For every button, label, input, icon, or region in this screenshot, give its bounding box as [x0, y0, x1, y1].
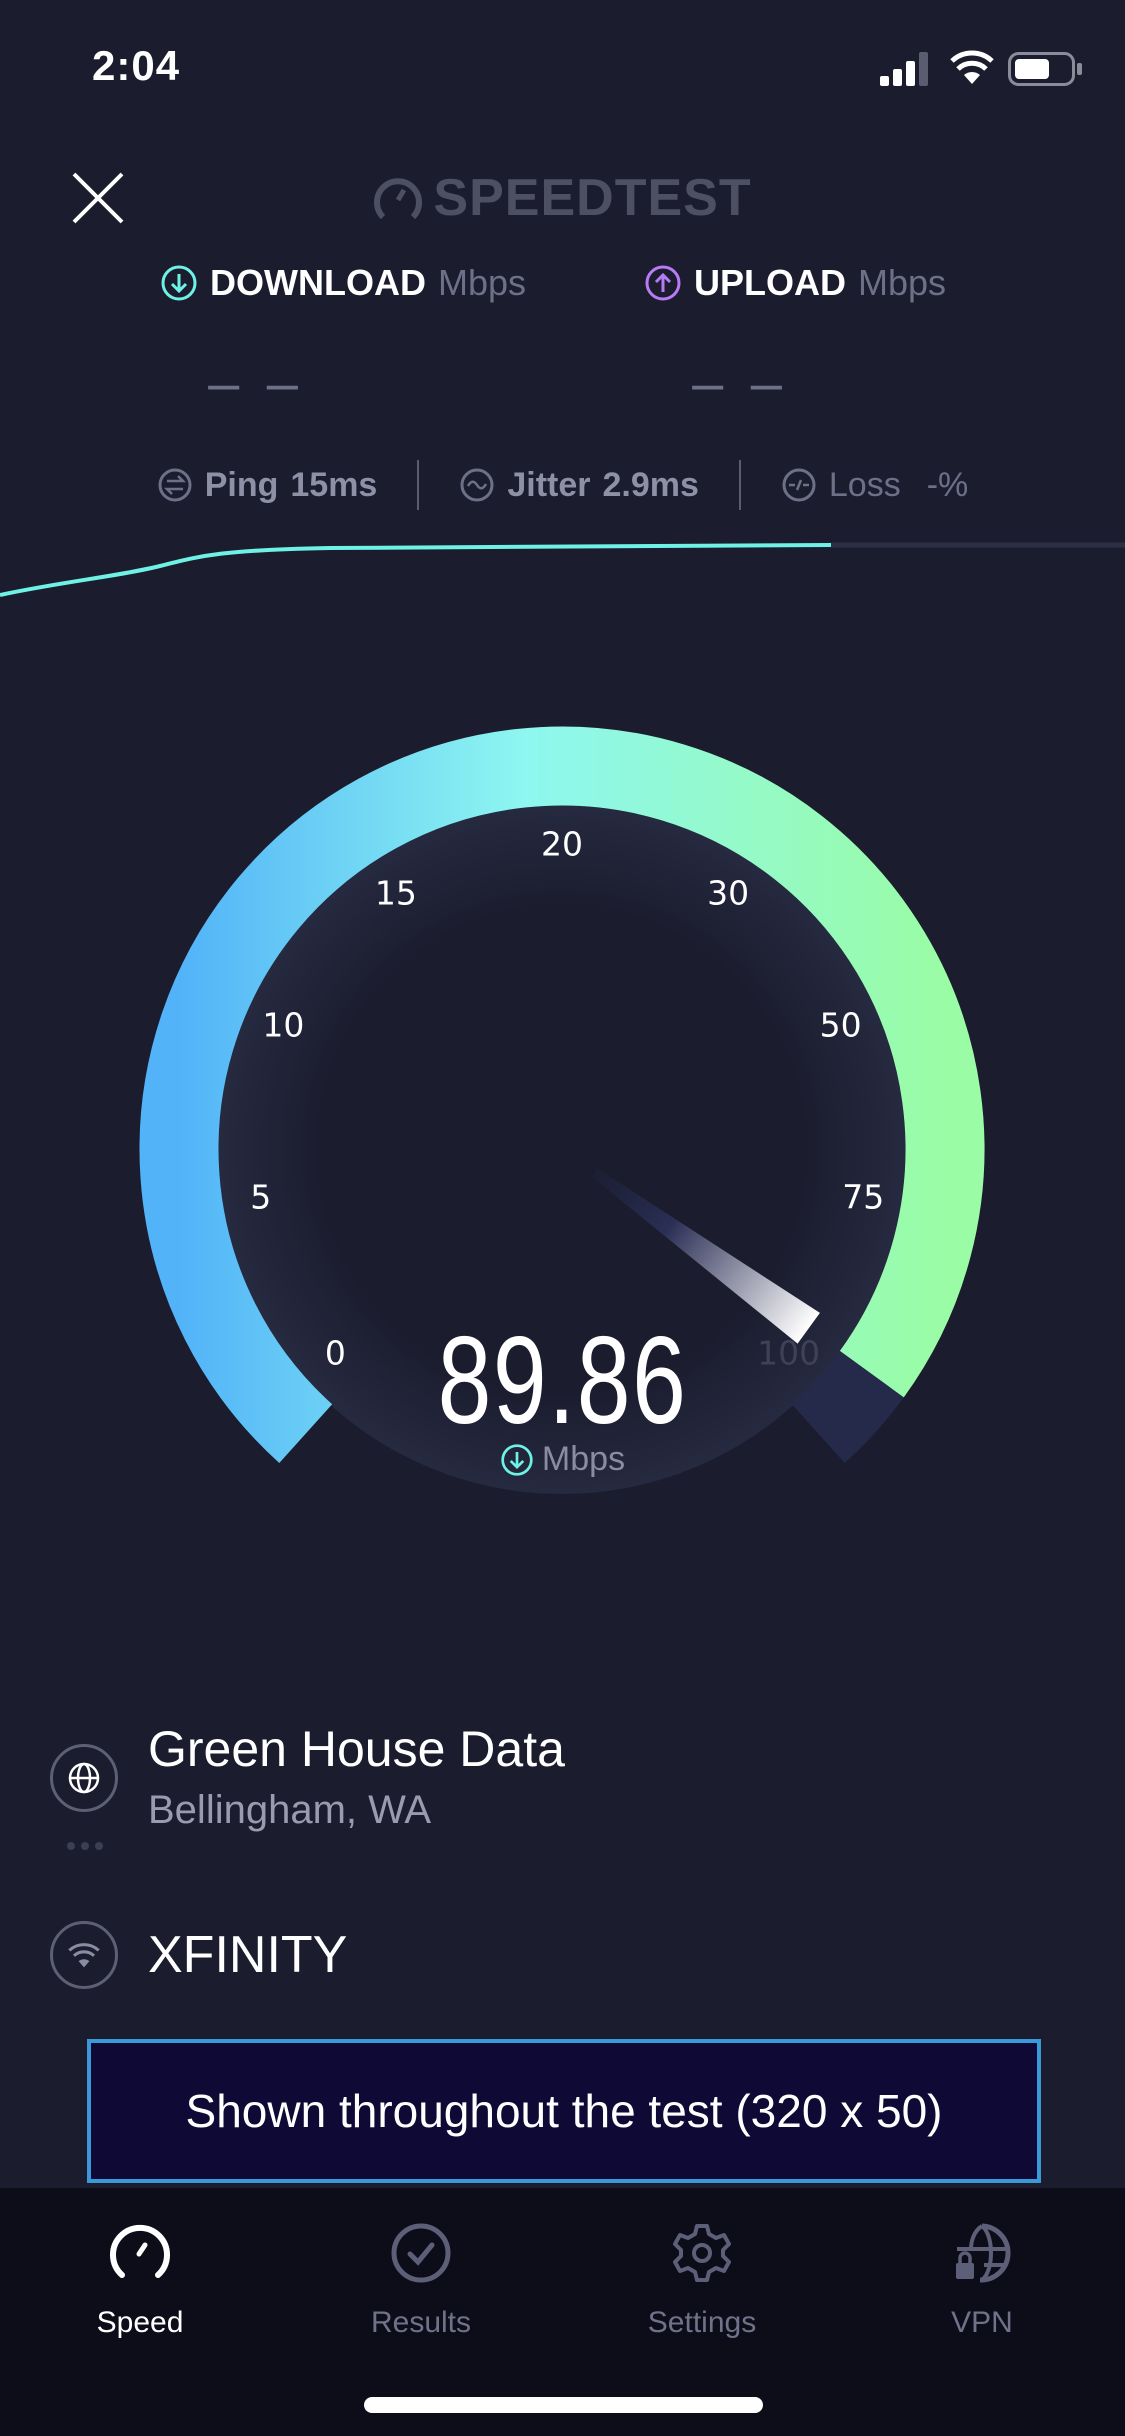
gauge-tick-label: 15	[374, 873, 417, 913]
home-indicator[interactable]	[364, 2397, 763, 2413]
globe-lock-icon	[956, 2223, 1011, 2283]
tab-label: Results	[370, 2306, 472, 2339]
stat-divider	[738, 460, 741, 510]
server-location: Bellingham, WA	[148, 1788, 432, 1832]
tab-results[interactable]: Results	[311, 2218, 531, 2340]
gauge-unit: Mbps	[0, 1440, 1125, 1479]
speedtest-logo: SPEEDTEST	[0, 168, 1125, 228]
tab-label: Speed	[96, 2306, 184, 2339]
tab-settings[interactable]: Settings	[592, 2218, 812, 2340]
gauge-tick-label: 20	[541, 824, 583, 864]
speedometer-logo-icon	[374, 178, 423, 220]
loss-value: -	[926, 465, 939, 504]
speed-graph	[0, 542, 1125, 597]
upload-label: UPLOAD	[694, 262, 846, 303]
battery-icon	[1008, 52, 1082, 86]
gauge-ticks: 0 5 10 15 20 30 50 75 100	[0, 680, 1125, 1580]
gauge-fill	[139, 726, 985, 1463]
tab-label: VPN	[951, 2306, 1013, 2339]
packet-loss-icon	[782, 468, 816, 502]
cellular-signal-icon	[880, 52, 928, 86]
latency-stats: Ping 15ms Jitter 2.9ms Loss -%	[0, 460, 1125, 510]
gauge-inner-ring	[217, 804, 907, 1494]
ad-banner[interactable]: Shown throughout the test (320 x 50)	[87, 2039, 1041, 2183]
gauge-tick-label: 75	[842, 1177, 885, 1217]
speedometer-icon	[110, 2224, 170, 2278]
ping-label: Ping	[204, 465, 279, 504]
gauge-tick-label: 30	[707, 873, 750, 913]
server-name[interactable]: Green House Data	[148, 1721, 565, 1777]
ping-value: 15	[290, 465, 329, 504]
loss-stat: Loss -%	[741, 466, 1008, 505]
stat-divider	[417, 460, 420, 510]
speed-gauge	[139, 726, 985, 1494]
check-circle-icon	[391, 2223, 451, 2283]
gauge-tick-label: 5	[250, 1177, 272, 1217]
ping-unit: ms	[328, 465, 378, 504]
loss-label: Loss	[828, 465, 901, 504]
gauge-track	[791, 1350, 904, 1463]
jitter-icon	[460, 468, 494, 502]
download-label: DOWNLOAD	[210, 262, 426, 303]
gauge-unit-label: Mbps	[541, 1440, 626, 1478]
more-dots-icon	[67, 1842, 103, 1850]
download-arrow-icon	[501, 1443, 533, 1476]
isp-icon-ring	[50, 1921, 118, 1989]
download-value: – –	[208, 351, 304, 414]
jitter-unit: ms	[649, 465, 699, 504]
gauge-needle	[591, 1168, 820, 1344]
gear-icon	[673, 2224, 731, 2282]
upload-unit: Mbps	[858, 262, 947, 303]
wifi-icon	[68, 1943, 100, 1968]
upload-value: – –	[692, 351, 788, 414]
tab-bar: Speed Results Settings VPN	[0, 2188, 1125, 2436]
jitter-value: 2.9	[602, 465, 650, 504]
tab-vpn[interactable]: VPN	[872, 2218, 1092, 2340]
upload-header: UPLOAD Mbps	[644, 262, 946, 304]
wifi-icon	[950, 50, 994, 84]
ping-stat: Ping 15ms	[117, 466, 418, 505]
ad-text: Shown throughout the test (320 x 50)	[185, 2085, 943, 2137]
upload-arrow-icon	[645, 265, 681, 301]
status-time: 2:04	[92, 42, 181, 89]
speed-graph-line	[0, 543, 832, 597]
jitter-stat: Jitter 2.9ms	[419, 466, 739, 505]
server-button[interactable]	[50, 1744, 118, 1812]
tab-label: Settings	[647, 2306, 757, 2339]
download-arrow-icon	[161, 265, 197, 301]
loss-unit: %	[938, 465, 969, 504]
gauge-tick-label: 0	[324, 1333, 346, 1373]
tab-speed[interactable]: Speed	[30, 2218, 250, 2340]
download-unit: Mbps	[437, 262, 526, 303]
isp-name: XFINITY	[148, 1926, 348, 1984]
gauge-value: 89.86	[437, 1312, 688, 1450]
ping-icon	[158, 468, 192, 502]
gauge-tick-label: 100	[757, 1333, 821, 1373]
gauge-tick-label: 10	[262, 1005, 305, 1045]
gauge-tick-label: 50	[819, 1005, 862, 1045]
jitter-label: Jitter	[507, 465, 591, 504]
download-header: DOWNLOAD Mbps	[160, 262, 526, 304]
globe-icon	[68, 1762, 100, 1794]
logo-text: SPEEDTEST	[433, 169, 752, 227]
close-icon[interactable]	[70, 170, 126, 226]
